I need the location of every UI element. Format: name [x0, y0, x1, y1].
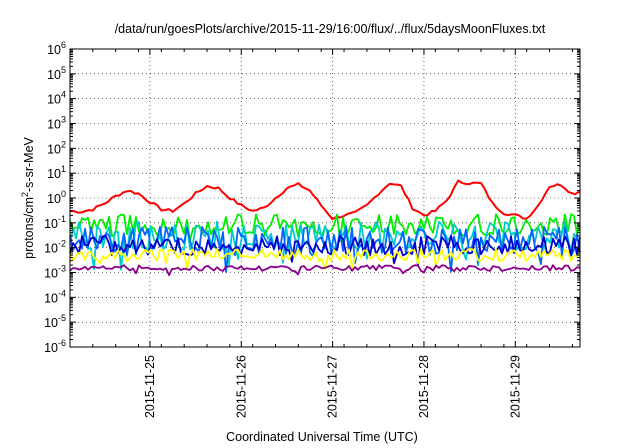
x-tick-label: 2015-11-28: [417, 355, 431, 418]
series-line: [69, 179, 581, 221]
y-tick-label: 10-1: [44, 214, 66, 231]
y-tick-label: 101: [47, 164, 66, 181]
y-axis: 10-6 10-5 10-4 10-3 10-2 10-1 100 101 102 103 104 1…: [44, 40, 580, 355]
x-axis: 2015-11-25 2015-11-26 2015-11-27 2015-11-28…: [69, 49, 573, 418]
series-line: [69, 248, 581, 271]
y-tick-label: 10-4: [44, 288, 66, 305]
y-tick-label: 10-6: [44, 338, 66, 355]
grid: [70, 49, 580, 347]
x-tick-label: 2015-11-26: [234, 355, 248, 418]
series-line: [69, 220, 581, 271]
y-tick-label: 103: [47, 115, 66, 132]
y-tick-label: 104: [47, 90, 66, 107]
y-tick-label: 105: [47, 65, 66, 82]
y-tick-label: 100: [47, 189, 66, 206]
y-axis-label: protons/cm2-s-sr-MeV: [20, 136, 36, 258]
y-tick-label: 10-5: [44, 313, 66, 330]
x-axis-label: Coordinated Universal Time (UTC): [226, 430, 418, 444]
chart-title: /data/run/goesPlots/archive/2015-11-29/1…: [115, 22, 546, 36]
x-tick-label: 2015-11-29: [508, 355, 522, 418]
series-layer: [69, 179, 581, 277]
x-tick-label: 2015-11-27: [326, 355, 340, 418]
y-tick-label: 10-2: [44, 239, 66, 256]
series-line: [69, 264, 581, 277]
y-tick-label: 10-3: [44, 264, 66, 281]
y-tick-label: 106: [47, 40, 66, 57]
x-tick-label: 2015-11-25: [143, 355, 157, 418]
y-tick-label: 102: [47, 139, 66, 156]
